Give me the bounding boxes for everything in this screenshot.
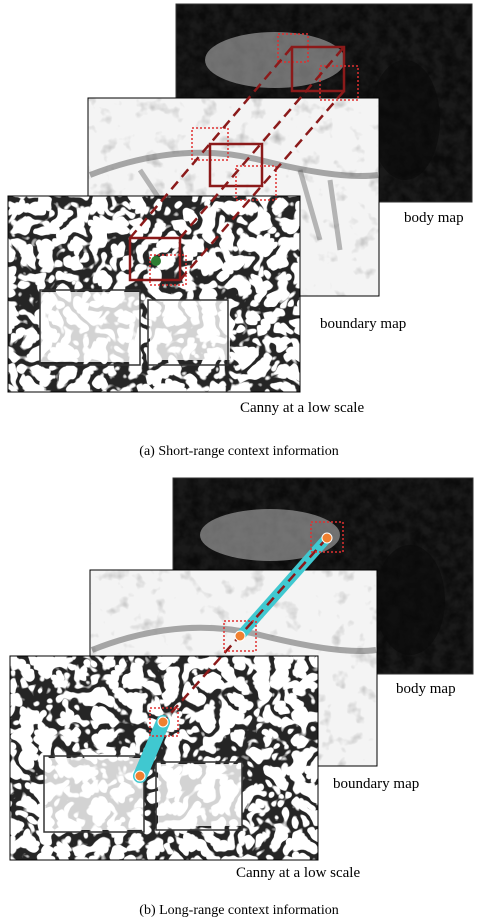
canny-map-a: [7, 195, 301, 393]
point-canny-top-b: [157, 716, 169, 728]
caption-a: (a) Short-range context information: [139, 444, 338, 459]
point-body-b: [321, 532, 333, 544]
point-canny-bottom-b: [134, 770, 146, 782]
canny-map-b: [9, 655, 319, 861]
caption-b: (b) Long-range context information: [139, 903, 338, 918]
point-boundary-b: [234, 630, 246, 642]
context-boxes-a: [128, 33, 359, 286]
context-boxes-b: [134, 521, 344, 782]
label-canny-b: Canny at a low scale: [236, 865, 360, 881]
panel-b: body map boundary map Canny at a low sca…: [9, 477, 474, 918]
connector-lines-a: [129, 46, 345, 281]
label-boundary-map-a: boundary map: [320, 316, 406, 332]
label-canny-a: Canny at a low scale: [240, 400, 364, 416]
panel-a: body map boundary map Canny at a low sca…: [7, 3, 473, 459]
label-boundary-map-b: boundary map: [333, 776, 419, 792]
seed-point-a: [151, 256, 161, 266]
label-body-map-b: body map: [396, 681, 456, 697]
label-body-map-a: body map: [404, 210, 464, 226]
long-range-path-b: [133, 533, 332, 783]
